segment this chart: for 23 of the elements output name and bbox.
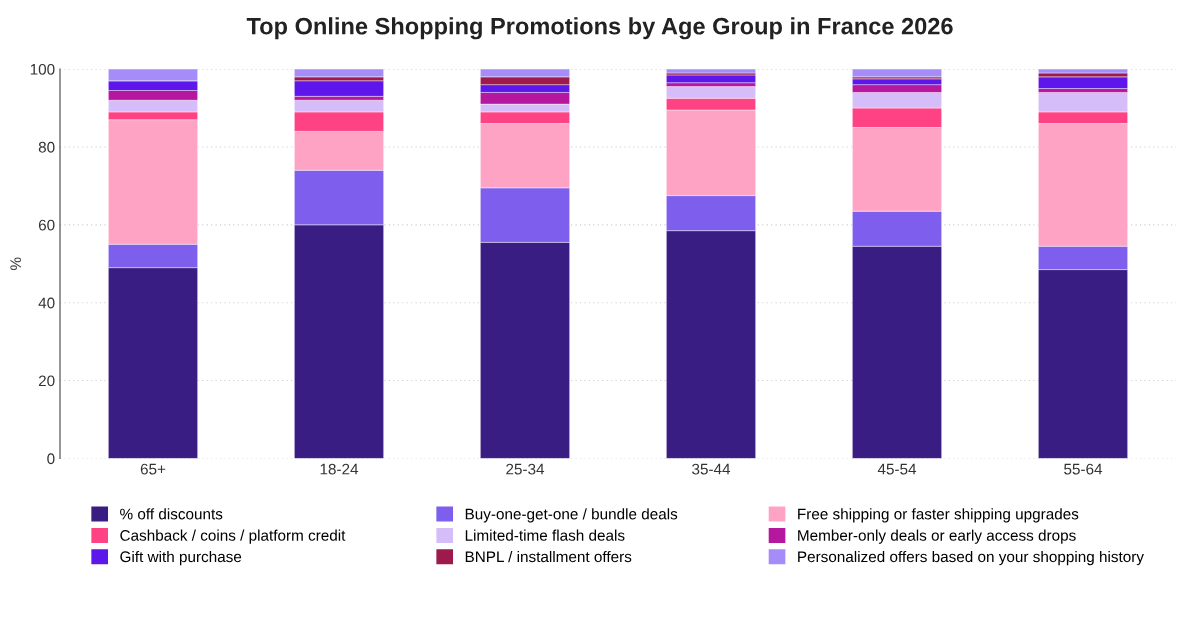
legend-label: Free shipping or faster shipping upgrades — [798, 508, 1079, 523]
y-tick-label: 0 — [47, 453, 55, 465]
y-axis-title: % — [10, 257, 22, 271]
y-tick-label: 80 — [38, 141, 55, 153]
y-tick-label: 20 — [38, 375, 55, 387]
legend-label: Member-only deals or early access drops — [798, 529, 1076, 544]
x-tick-label: 25-34 — [506, 463, 545, 475]
legend-label: Personalized offers based on your shopping history — [798, 550, 1144, 566]
x-tick-label: 35-44 — [692, 463, 731, 475]
x-tick-label: 18-24 — [320, 463, 359, 475]
legend-label: Limited-time flash deals — [465, 529, 625, 541]
chart-title: Top Online Shopping Promotions by Age Group in France 2026 — [246, 17, 953, 40]
legend-label: Cashback / coins / platform credit — [120, 529, 346, 544]
x-tick-label: 55-64 — [1064, 463, 1103, 475]
legend-label: % off discounts — [120, 508, 223, 520]
legend-label: Buy-one-get-one / bundle deals — [465, 508, 678, 523]
legend-label: Gift with purchase — [120, 550, 242, 566]
y-tick-label: 100 — [30, 63, 55, 75]
x-tick-label: 45-54 — [877, 463, 917, 475]
x-tick-label: 65+ — [140, 463, 166, 475]
y-tick-label: 60 — [38, 219, 55, 231]
legend-label: BNPL / installment offers — [465, 550, 632, 563]
y-tick-label: 40 — [38, 297, 55, 309]
